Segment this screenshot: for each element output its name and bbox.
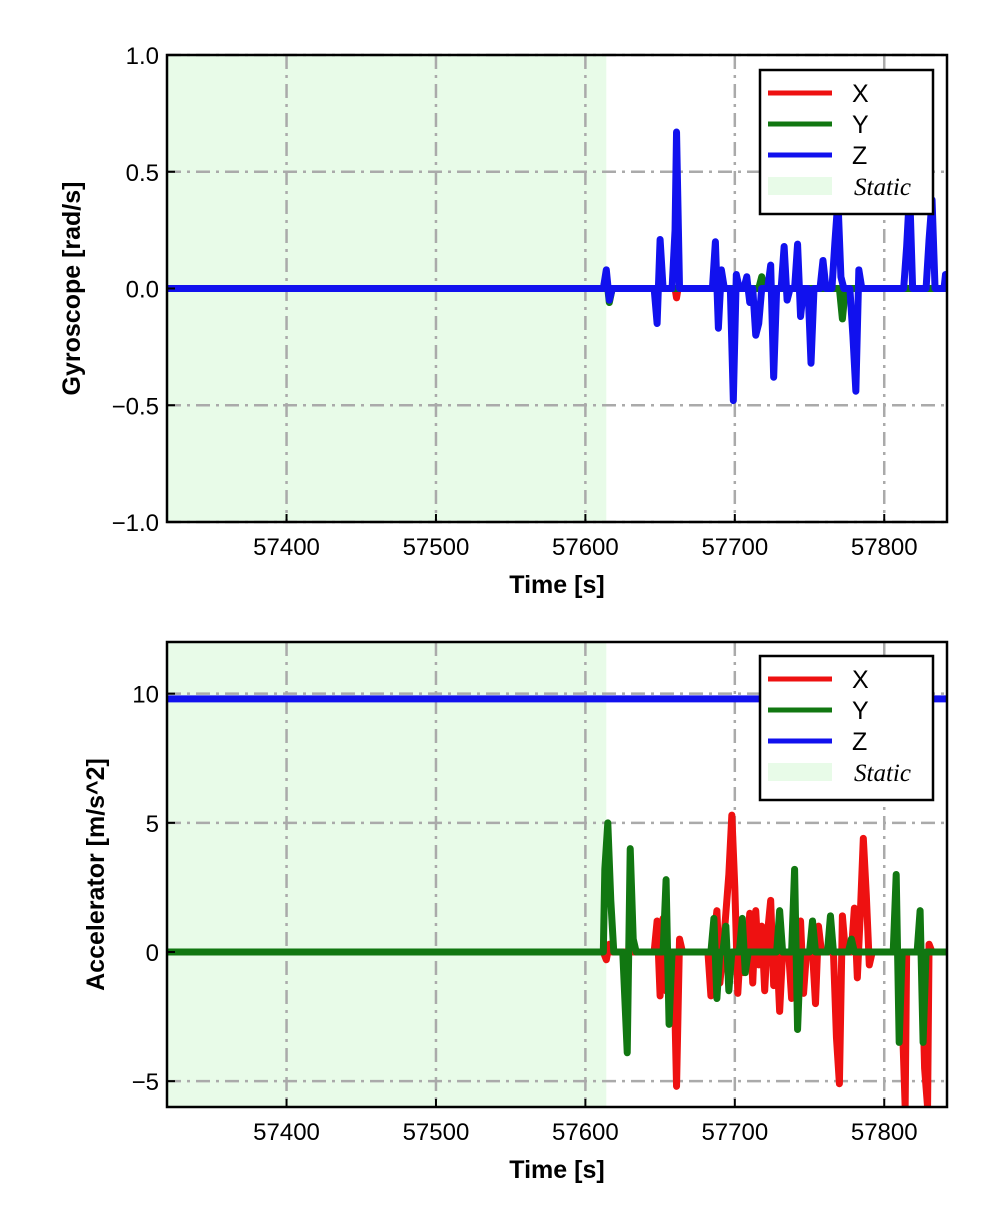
legend-label-static: Static <box>854 760 911 787</box>
legend: X Y Z Static <box>758 68 935 216</box>
series-layer <box>167 128 947 405</box>
x-tick-label: 57800 <box>851 534 918 561</box>
y-tick-label: 0 <box>146 940 159 967</box>
plot-frame <box>165 640 949 1109</box>
y-axis-title: Gyroscope [rad/s] <box>58 182 86 396</box>
series-line-y <box>167 819 947 1057</box>
y-tick-label: 0.0 <box>126 277 159 304</box>
legend: X Y Z Static <box>758 654 935 802</box>
y-axis-title: Accelerator [m/s^2] <box>82 758 110 991</box>
x-tick-label: 57600 <box>552 534 619 561</box>
legend-label-y: Y <box>852 111 869 139</box>
static-region <box>167 642 607 1107</box>
y-tick-label: 1.0 <box>126 43 159 70</box>
x-tick-label: 57400 <box>253 534 320 561</box>
y-tick-label: 10 <box>132 682 159 709</box>
x-tick-label: 57800 <box>851 1119 918 1146</box>
x-tick-label: 57500 <box>403 534 470 561</box>
x-tick-label: 57400 <box>253 1119 320 1146</box>
gyroscope-panel: 57400 57500 57600 57700 57800 −1.0 −0.5 0.0 0.5 1… <box>58 43 949 599</box>
y-tick-label: −1.0 <box>112 510 159 537</box>
legend-label-x: X <box>852 666 869 694</box>
x-tick-label: 57500 <box>403 1119 470 1146</box>
y-tick-label: −5 <box>132 1069 159 1096</box>
legend-swatch-static <box>768 763 832 781</box>
legend-label-static: Static <box>854 174 911 201</box>
legend-label-x: X <box>852 80 869 108</box>
legend-swatch-static <box>768 177 832 195</box>
series-line-z <box>167 128 947 405</box>
legend-label-y: Y <box>852 697 869 725</box>
x-axis-title: Time [s] <box>509 571 604 599</box>
y-tick-label: 5 <box>146 811 159 838</box>
legend-label-z: Z <box>852 728 867 756</box>
legend-label-z: Z <box>852 142 867 170</box>
tick-layer: 57400 57500 57600 57700 57800 −5 0 5 10 <box>132 682 918 1146</box>
x-axis-title: Time [s] <box>509 1156 604 1184</box>
series-line-x <box>167 811 947 1107</box>
accelerator-panel: 57400 57500 57600 57700 57800 −5 0 5 10 Time [s]… <box>82 640 949 1184</box>
x-tick-label: 57700 <box>701 534 768 561</box>
x-tick-label: 57700 <box>701 1119 768 1146</box>
y-tick-label: −0.5 <box>112 393 159 420</box>
tick-layer: 57400 57500 57600 57700 57800 −1.0 −0.5 0.0 0.5 1… <box>112 43 918 561</box>
x-tick-label: 57600 <box>552 1119 619 1146</box>
y-tick-label: 0.5 <box>126 160 159 187</box>
